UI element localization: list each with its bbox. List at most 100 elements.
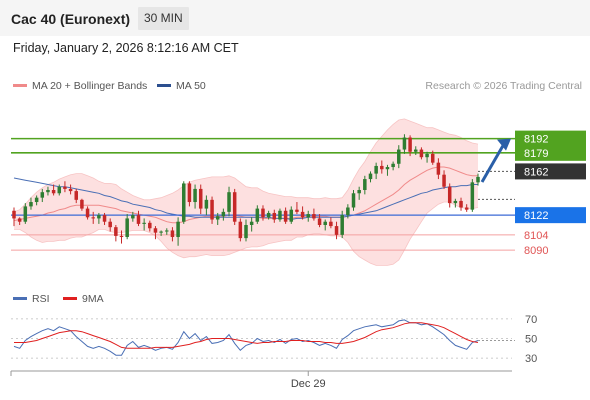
candle-body	[159, 231, 163, 233]
candle-body	[85, 208, 90, 218]
forecast-arrow	[480, 144, 505, 183]
candle-body	[232, 192, 237, 222]
candle-body	[17, 218, 22, 222]
candle-body	[295, 209, 299, 212]
candle-body	[453, 200, 458, 204]
candle-body	[63, 186, 67, 189]
candle-body	[198, 188, 203, 209]
candle-body	[176, 221, 180, 238]
candle-body	[391, 163, 395, 168]
candle-body	[165, 230, 169, 232]
candle-body	[306, 214, 310, 218]
candle-body	[476, 176, 480, 183]
timeframe-button[interactable]: 30 MIN	[138, 7, 189, 30]
candle-body	[351, 193, 356, 208]
legend-ma50: MA 50	[157, 80, 206, 92]
rsi-tick-70: 70	[525, 314, 537, 326]
candle-body	[278, 210, 282, 220]
candle-body	[289, 209, 294, 222]
instrument-title: Cac 40 (Euronext)	[11, 11, 131, 27]
candle-body	[414, 149, 418, 152]
bollinger-band	[14, 118, 478, 266]
candle-body	[459, 200, 463, 208]
pivot-label-8104: 8104	[524, 230, 548, 242]
candle-body	[385, 167, 390, 170]
rsi-swatch	[13, 296, 27, 300]
candle-body	[266, 212, 271, 218]
candle-body	[380, 165, 384, 170]
candle-body	[80, 199, 84, 209]
price-label-8162: 8162	[524, 166, 548, 178]
candle-body	[464, 207, 469, 210]
candle-body	[408, 137, 412, 152]
candle-body	[300, 211, 305, 218]
forecast-arrowhead	[497, 138, 511, 151]
candle-body	[136, 215, 141, 224]
legend-rsi: RSI	[13, 293, 50, 305]
candle-body	[108, 221, 112, 228]
legend-rsi-label: RSI	[32, 293, 50, 305]
ma50-line	[13, 177, 478, 221]
candle-body	[470, 182, 475, 210]
candle-body	[51, 190, 56, 194]
candle-body	[97, 215, 101, 219]
candle-body	[187, 183, 192, 203]
candle-body	[12, 210, 16, 219]
candle-body	[363, 179, 367, 190]
candle-body	[430, 153, 435, 163]
candle-body	[312, 214, 316, 219]
candle-body	[29, 202, 33, 207]
candle-body	[397, 149, 401, 164]
rsi-tick-50: 50	[525, 334, 537, 346]
header-bar: Cac 40 (Euronext) 30 MIN	[0, 0, 590, 36]
candle-body	[74, 191, 78, 200]
candle-body	[238, 221, 243, 239]
candle-body	[210, 199, 214, 220]
resistance-tag-8192	[515, 130, 586, 147]
candle-body	[323, 221, 327, 225]
rsi-line	[13, 319, 479, 356]
legend-9ma-label: 9MA	[82, 293, 104, 305]
x-tick-label: Dec 29	[291, 378, 326, 390]
candle-body	[204, 199, 209, 209]
candle-body	[57, 186, 62, 194]
candle-body	[170, 230, 175, 238]
candle-body	[148, 222, 152, 229]
candle-body	[283, 210, 288, 222]
legend-9ma: 9MA	[63, 293, 104, 305]
candle-body	[329, 221, 333, 227]
candle-body	[23, 206, 28, 222]
pivot-label-8090: 8090	[524, 245, 548, 257]
candle-body	[215, 216, 220, 220]
candle-body	[419, 149, 424, 158]
price-tag-8162	[515, 163, 586, 180]
resistance-label-8192: 8192	[524, 134, 548, 146]
candle-body	[91, 217, 95, 219]
candle-body	[346, 207, 350, 216]
candle-body	[255, 208, 260, 222]
candle-body	[317, 218, 322, 225]
candle-body	[34, 197, 39, 203]
candle-body	[142, 222, 146, 224]
candle-body	[368, 173, 373, 180]
candle-body	[261, 208, 265, 218]
credit-text: Research © 2026 Trading Central	[425, 80, 582, 92]
ma50-swatch	[157, 83, 171, 87]
candle-body	[119, 235, 124, 238]
candle-body	[436, 162, 441, 175]
candle-body	[357, 190, 361, 194]
candle-body	[374, 165, 378, 174]
candle-body	[227, 192, 231, 212]
9ma-swatch	[63, 296, 77, 300]
candle-body	[153, 228, 158, 233]
timestamp: Friday, January 2, 2026 8:12:16 AM CET	[13, 41, 239, 55]
candle-body	[102, 215, 107, 222]
rsi-9ma-line	[14, 322, 479, 349]
candle-body	[68, 188, 73, 192]
candle-body	[272, 212, 277, 220]
candle-body	[334, 226, 339, 235]
candle-body	[221, 211, 226, 217]
legend-ma20-label: MA 20 + Bollinger Bands	[32, 80, 148, 92]
candle-body	[249, 221, 254, 225]
